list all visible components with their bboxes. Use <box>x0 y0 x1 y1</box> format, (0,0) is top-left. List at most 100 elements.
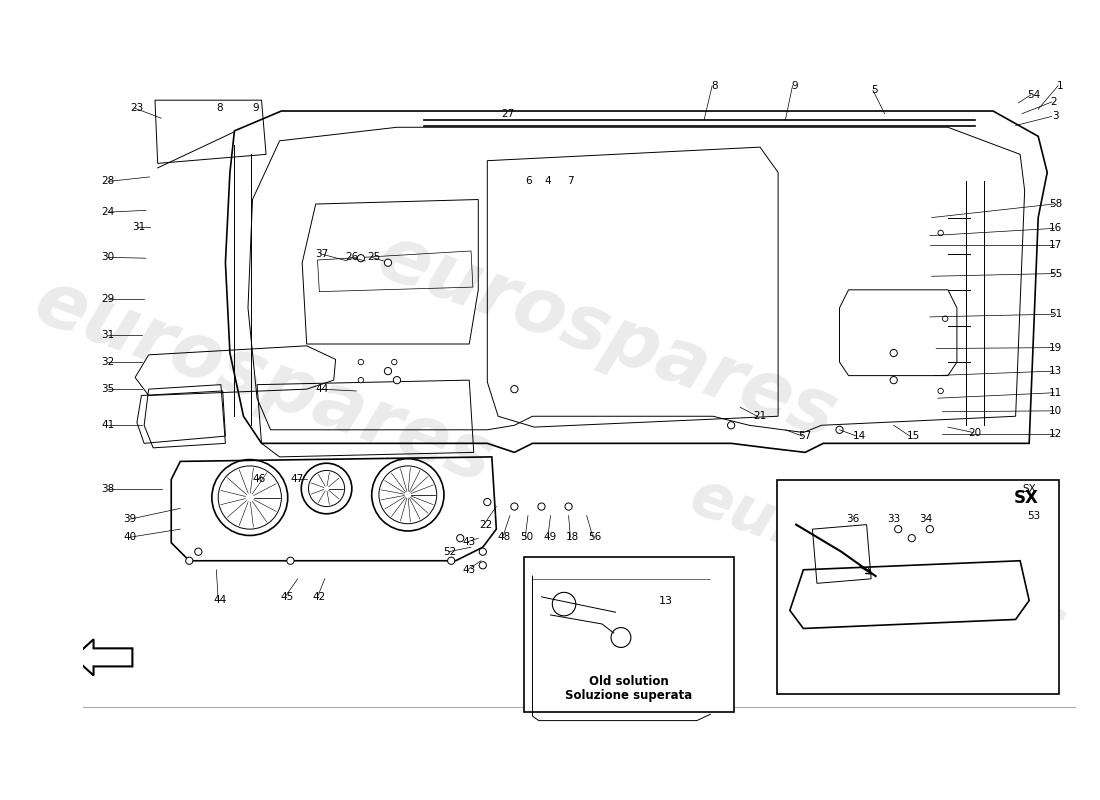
Text: 49: 49 <box>543 532 557 542</box>
Text: 8: 8 <box>217 103 223 114</box>
Text: 2: 2 <box>1050 97 1057 107</box>
Text: 30: 30 <box>101 252 114 262</box>
Text: 14: 14 <box>852 431 866 441</box>
FancyBboxPatch shape <box>525 557 734 713</box>
Text: 39: 39 <box>123 514 136 524</box>
Text: 51: 51 <box>1048 310 1062 319</box>
Text: 23: 23 <box>130 103 143 114</box>
Circle shape <box>186 557 192 564</box>
Circle shape <box>890 377 898 384</box>
Circle shape <box>894 526 902 533</box>
Text: 10: 10 <box>1048 406 1062 416</box>
Text: 22: 22 <box>478 520 492 530</box>
Text: 11: 11 <box>1048 388 1062 398</box>
Text: 16: 16 <box>1048 223 1062 234</box>
Circle shape <box>358 254 364 262</box>
Text: 28: 28 <box>101 177 114 186</box>
Text: 48: 48 <box>498 532 512 542</box>
Text: 15: 15 <box>906 431 921 441</box>
Text: 20: 20 <box>968 427 981 438</box>
Text: 50: 50 <box>520 532 534 542</box>
Text: Old solution: Old solution <box>590 675 669 688</box>
Circle shape <box>926 526 934 533</box>
Text: 35: 35 <box>101 384 114 394</box>
Text: SX: SX <box>1014 489 1038 506</box>
Circle shape <box>943 316 948 322</box>
Circle shape <box>510 503 518 510</box>
Text: 44: 44 <box>316 384 329 394</box>
Text: 36: 36 <box>846 514 860 524</box>
Text: 40: 40 <box>123 532 136 542</box>
Circle shape <box>565 503 572 510</box>
Text: 12: 12 <box>1048 430 1062 439</box>
Text: 25: 25 <box>367 252 381 262</box>
Circle shape <box>394 377 400 384</box>
Text: 43: 43 <box>463 565 476 574</box>
Circle shape <box>484 498 491 506</box>
FancyBboxPatch shape <box>778 480 1059 694</box>
Text: 38: 38 <box>101 483 114 494</box>
Text: 17: 17 <box>1048 240 1062 250</box>
Text: 46: 46 <box>252 474 265 485</box>
Text: 44: 44 <box>213 595 227 606</box>
Text: 42: 42 <box>312 592 326 602</box>
Circle shape <box>480 562 486 569</box>
Text: 1: 1 <box>1057 81 1064 90</box>
Text: SX: SX <box>1022 483 1036 494</box>
Text: 45: 45 <box>280 592 294 602</box>
Text: 53: 53 <box>1027 510 1041 521</box>
Text: Soluzione superata: Soluzione superata <box>565 689 693 702</box>
Text: 18: 18 <box>565 532 579 542</box>
Text: 7: 7 <box>568 177 574 186</box>
Text: 31: 31 <box>101 330 114 340</box>
Circle shape <box>359 359 364 365</box>
Circle shape <box>890 350 898 357</box>
Circle shape <box>538 503 546 510</box>
Text: eurospares: eurospares <box>681 466 1074 658</box>
Text: 3: 3 <box>1052 111 1058 122</box>
Circle shape <box>287 557 294 564</box>
Text: 4: 4 <box>544 177 551 186</box>
Text: 24: 24 <box>101 207 114 217</box>
Text: 58: 58 <box>1048 199 1062 209</box>
Text: 13: 13 <box>659 596 673 606</box>
Text: 26: 26 <box>345 252 359 262</box>
Text: eurospares: eurospares <box>24 265 503 499</box>
Text: 43: 43 <box>463 537 476 546</box>
Circle shape <box>448 557 454 564</box>
Circle shape <box>836 426 843 434</box>
Text: 31: 31 <box>132 222 145 232</box>
Circle shape <box>938 230 944 236</box>
Circle shape <box>384 367 392 374</box>
Text: 54: 54 <box>1027 90 1041 100</box>
Circle shape <box>195 548 202 555</box>
Text: 47: 47 <box>290 474 304 485</box>
Text: 13: 13 <box>1048 366 1062 376</box>
Text: 32: 32 <box>101 357 114 367</box>
Text: 37: 37 <box>316 249 329 258</box>
Text: 27: 27 <box>502 109 515 118</box>
Text: 55: 55 <box>1048 269 1062 278</box>
Text: 56: 56 <box>588 532 602 542</box>
Text: 34: 34 <box>918 514 932 524</box>
Text: 5: 5 <box>871 86 878 95</box>
Circle shape <box>392 359 397 365</box>
Circle shape <box>456 534 464 542</box>
Text: 6: 6 <box>526 177 532 186</box>
Circle shape <box>359 378 364 383</box>
Text: 57: 57 <box>799 431 812 441</box>
Circle shape <box>909 534 915 542</box>
Circle shape <box>938 388 944 394</box>
Text: 29: 29 <box>101 294 114 304</box>
Text: 21: 21 <box>754 411 767 422</box>
Text: 9: 9 <box>791 81 798 90</box>
Circle shape <box>727 422 735 429</box>
Text: 41: 41 <box>101 420 114 430</box>
Circle shape <box>480 548 486 555</box>
Text: eurospares: eurospares <box>367 219 846 454</box>
Circle shape <box>384 259 392 266</box>
Text: 8: 8 <box>712 81 718 90</box>
Text: 9: 9 <box>253 103 260 114</box>
Text: 33: 33 <box>887 514 900 524</box>
Text: 52: 52 <box>443 546 456 557</box>
